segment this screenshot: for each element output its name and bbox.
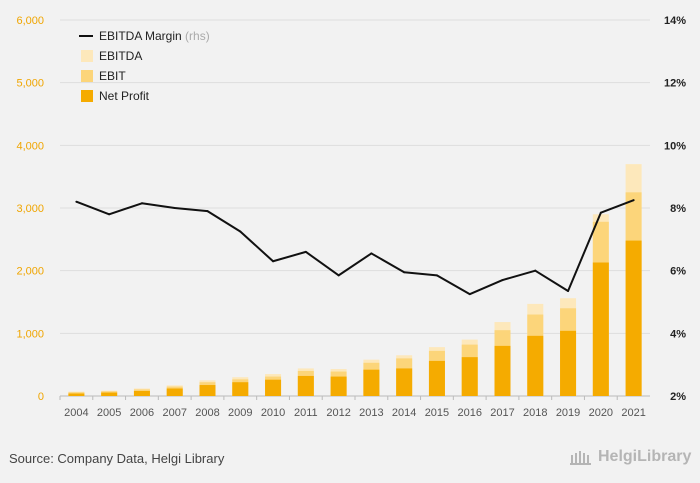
legend-swatch-net-profit: [81, 90, 93, 102]
x-tick-label: 2012: [326, 407, 350, 419]
x-tick-label: 2018: [523, 407, 547, 419]
source-note: Source: Company Data, Helgi Library: [9, 451, 225, 466]
legend-swatch-ebitda: [81, 50, 93, 62]
x-tick-label: 2007: [162, 407, 186, 419]
left-tick-label: 4,000: [16, 140, 44, 152]
right-tick-label: 2%: [670, 391, 686, 403]
right-tick-label: 14%: [664, 15, 686, 27]
grid: [60, 19, 650, 397]
line-point: [173, 207, 176, 209]
margin-line: [75, 199, 635, 296]
left-tick-label: 5,000: [16, 78, 44, 90]
line-point: [370, 252, 373, 255]
legend-swatch-ebit: [81, 70, 93, 82]
line-point: [304, 250, 307, 253]
x-tick-label: 2015: [425, 407, 449, 419]
legend-label-ebitda: EBITDA: [99, 49, 142, 63]
line-point: [435, 274, 438, 277]
bar-net-profit: [232, 382, 249, 396]
bar-net-profit: [527, 335, 544, 396]
line-point: [599, 211, 602, 214]
bar-net-profit: [297, 375, 314, 396]
bar-net-profit: [494, 345, 511, 396]
left-tick-label: 2,000: [16, 266, 44, 278]
x-tick-label: 2020: [589, 407, 613, 419]
left-tick-label: 1,000: [16, 328, 44, 340]
line-point: [272, 260, 275, 263]
x-tick-label: 2016: [457, 407, 481, 419]
left-tick-label: 0: [38, 391, 44, 403]
legend-label-net-profit: Net Profit: [99, 89, 150, 103]
x-tick-label: 2006: [130, 407, 154, 419]
bar-net-profit: [625, 240, 642, 396]
bar-net-profit: [560, 330, 577, 396]
x-tick-label: 2019: [556, 407, 580, 419]
legend-suffix: (rhs): [182, 29, 210, 43]
right-tick-label: 6%: [670, 266, 686, 278]
library-icon: [570, 451, 591, 465]
line-point: [534, 269, 537, 272]
line-point: [501, 279, 504, 282]
bar-net-profit: [396, 368, 413, 396]
x-tick-label: 2008: [195, 407, 219, 419]
legend: EBITDA Margin (rhs) EBITDA EBIT Net Profit: [79, 29, 210, 103]
bar-net-profit: [428, 360, 445, 396]
x-tick-label: 2014: [392, 407, 416, 419]
bar-net-profit: [68, 393, 85, 396]
line-point: [632, 199, 635, 202]
brand-name: HelgiLibrary: [598, 448, 692, 465]
bar-net-profit: [101, 392, 118, 396]
x-axis: 2004 2005 2006 2007 2008 2009 2010 2011 2012 2013…: [59, 396, 646, 419]
x-tick-label: 2013: [359, 407, 383, 419]
bar-net-profit: [592, 262, 609, 396]
right-tick-label: 10%: [664, 140, 686, 152]
right-tick-label: 8%: [670, 203, 686, 215]
bars: [68, 164, 642, 396]
bar-net-profit: [166, 388, 183, 396]
bar-net-profit: [265, 379, 282, 396]
bar-net-profit: [199, 385, 216, 396]
x-tick-label: 2011: [294, 407, 318, 419]
bar-net-profit: [330, 376, 347, 396]
line-point: [239, 230, 242, 233]
right-tick-label: 12%: [664, 78, 686, 90]
x-tick-label: 2010: [261, 407, 285, 419]
x-tick-label: 2004: [64, 407, 88, 419]
left-tick-label: 3,000: [16, 203, 44, 215]
right-axis: 2% 4% 6% 8% 10% 12% 14%: [664, 15, 686, 403]
x-tick-label: 2009: [228, 407, 252, 419]
bar-net-profit: [363, 369, 380, 396]
line-point: [468, 293, 471, 296]
x-tick-label: 2017: [490, 407, 514, 419]
brand-logo: HelgiLibrary: [570, 448, 691, 466]
line-point: [337, 274, 340, 277]
x-tick-label: 2021: [621, 407, 645, 419]
line-point: [108, 213, 111, 216]
chart: 0 1,000 2,000 3,000 4,000 5,000 6,000 2% 4% 6% 8%…: [16, 15, 686, 419]
left-axis: 0 1,000 2,000 3,000 4,000 5,000 6,000: [16, 15, 44, 403]
line-point: [75, 200, 78, 203]
bar-net-profit: [133, 390, 150, 396]
left-tick-label: 6,000: [16, 15, 44, 27]
line-point: [403, 271, 406, 274]
line-point: [567, 290, 570, 293]
line-point: [206, 210, 209, 213]
bar-net-profit: [461, 357, 478, 396]
right-tick-label: 4%: [670, 328, 686, 340]
x-tick-label: 2005: [97, 407, 121, 419]
series-line-ebitda-margin: [76, 199, 634, 296]
legend-label-ebitda-margin: EBITDA Margin (rhs): [99, 29, 210, 43]
legend-label-ebit: EBIT: [99, 69, 126, 83]
line-point: [140, 202, 143, 205]
